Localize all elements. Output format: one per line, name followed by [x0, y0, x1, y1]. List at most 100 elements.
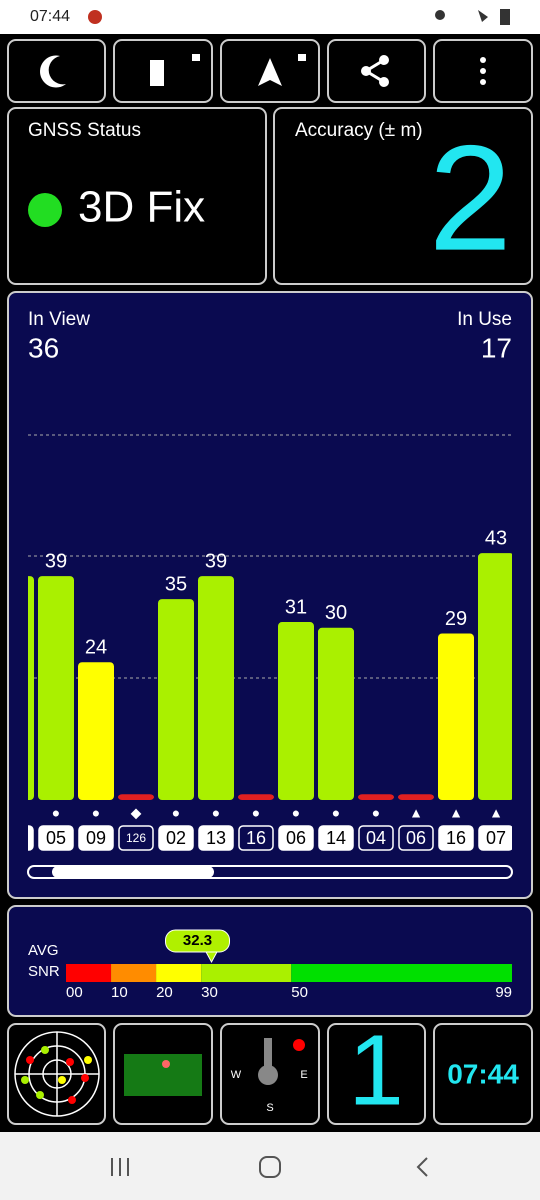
- bar: [198, 576, 234, 800]
- share-icon: [361, 55, 389, 87]
- sat-id-box: [438, 825, 474, 851]
- value-label: 24: [85, 637, 107, 659]
- sat-id-box: [358, 825, 394, 851]
- sat-marker: ●: [252, 805, 260, 821]
- snr-gauge: AVG SNR 00 10 20 30 50 99 32.3: [28, 929, 512, 1001]
- sat-id-box: [478, 825, 512, 851]
- sat-marker: ●: [292, 805, 300, 821]
- nav-buttons: [111, 1156, 428, 1178]
- sat-marker: ●: [212, 805, 220, 821]
- sat-id-box: [38, 825, 74, 851]
- sat-id: 16: [246, 828, 266, 848]
- sat-id: 04: [366, 828, 386, 848]
- lock-icon: [192, 54, 200, 61]
- snr-band: [201, 964, 292, 982]
- avg-value: 32.3: [183, 932, 212, 949]
- bar: [118, 794, 154, 800]
- sat-id-box: [118, 825, 154, 851]
- home-button[interactable]: [259, 1156, 281, 1178]
- x-tick-label: 00: [66, 984, 83, 1001]
- lock-icon: [298, 54, 306, 61]
- sat-marker: ●: [372, 805, 380, 821]
- sat-marker: ●: [92, 805, 100, 821]
- bar: [28, 576, 34, 800]
- sat-id: 06: [286, 828, 306, 848]
- sat-id: 02: [166, 828, 186, 848]
- person-icon: [150, 60, 164, 86]
- sky-dots: [21, 1046, 92, 1104]
- sat-id: 05: [46, 828, 66, 848]
- bar: [278, 622, 314, 800]
- count-value: 1: [348, 1014, 404, 1126]
- bar: [158, 599, 194, 800]
- in-view-value: 36: [28, 332, 59, 363]
- arrow-icon: [258, 58, 282, 86]
- compass-dot: [293, 1039, 305, 1051]
- sat-id-box: [398, 825, 434, 851]
- compass-letter: W: [231, 1069, 242, 1081]
- bar: [238, 794, 274, 800]
- night-button[interactable]: [7, 39, 106, 103]
- battery-icon: [500, 9, 510, 25]
- sat-id: 16: [446, 828, 466, 848]
- snr-band: [111, 964, 157, 982]
- map-pin: [162, 1060, 170, 1068]
- plane-icon: [478, 10, 488, 22]
- sat-id-box: [198, 825, 234, 851]
- bar: [38, 576, 74, 800]
- value-label: 43: [485, 527, 507, 549]
- location-icon: [435, 10, 445, 20]
- accuracy-panel: [273, 107, 533, 285]
- value-label: 30: [325, 602, 347, 624]
- back-button[interactable]: [416, 1157, 428, 1177]
- compass-letter: S: [266, 1102, 273, 1114]
- share-button[interactable]: [327, 39, 426, 103]
- snr-band: [66, 964, 112, 982]
- sat-marker: ●: [332, 805, 340, 821]
- x-tick-label: 30: [201, 984, 218, 1001]
- panel-title: Accuracy (± m): [295, 120, 423, 141]
- map-icon: [124, 1054, 202, 1096]
- x-tick-label: 50: [291, 984, 308, 1001]
- scrollbar[interactable]: [27, 865, 513, 879]
- x-tick-label: 99: [495, 984, 512, 1001]
- value-label: 35: [165, 573, 187, 595]
- sat-id-box: [28, 825, 34, 851]
- in-use-value: 17: [481, 332, 512, 363]
- snr-label: AVG: [28, 942, 59, 959]
- avg-bubble: [165, 929, 231, 953]
- value-label: 39: [205, 550, 227, 572]
- snr-label: SNR: [28, 963, 60, 980]
- sat-marker: ◆: [131, 805, 142, 821]
- sky-icon: [14, 1031, 100, 1117]
- satellite-panel: [7, 291, 533, 899]
- sat-id-box: [158, 825, 194, 851]
- sat-id: 07: [486, 828, 506, 848]
- bar: [398, 794, 434, 800]
- status-icon: [88, 10, 102, 24]
- time-tile[interactable]: [433, 1023, 533, 1125]
- bar: [78, 662, 114, 800]
- count-tile[interactable]: [327, 1023, 426, 1125]
- scroll-thumb[interactable]: [52, 866, 214, 878]
- sat-marker: ▲: [409, 805, 423, 821]
- sat-id-box: [318, 825, 354, 851]
- recent-button[interactable]: [111, 1158, 129, 1176]
- in-view-label: In View: [28, 309, 90, 330]
- status-time: 07:44: [30, 8, 70, 25]
- sat-id: 13: [206, 828, 226, 848]
- compass-needle: [264, 1038, 272, 1068]
- bar-group: 39 ● 05 24 ● 09 ◆ 126 35 ● 02 39 ● 13 ● 16 31 ● 06 30 ● 14 ● 04…: [28, 527, 512, 851]
- sat-id-box: [278, 825, 314, 851]
- sat-id-box: [238, 825, 274, 851]
- bar: [438, 633, 474, 800]
- toolbar: [7, 39, 533, 103]
- x-tick-label: 20: [156, 984, 173, 1001]
- compass-letter: E: [300, 1069, 307, 1081]
- fix-indicator: [28, 193, 62, 227]
- gnss-panel: [7, 107, 267, 285]
- sat-id: 14: [326, 828, 346, 848]
- nav-bar: [0, 1132, 540, 1200]
- value-label: 39: [45, 550, 67, 572]
